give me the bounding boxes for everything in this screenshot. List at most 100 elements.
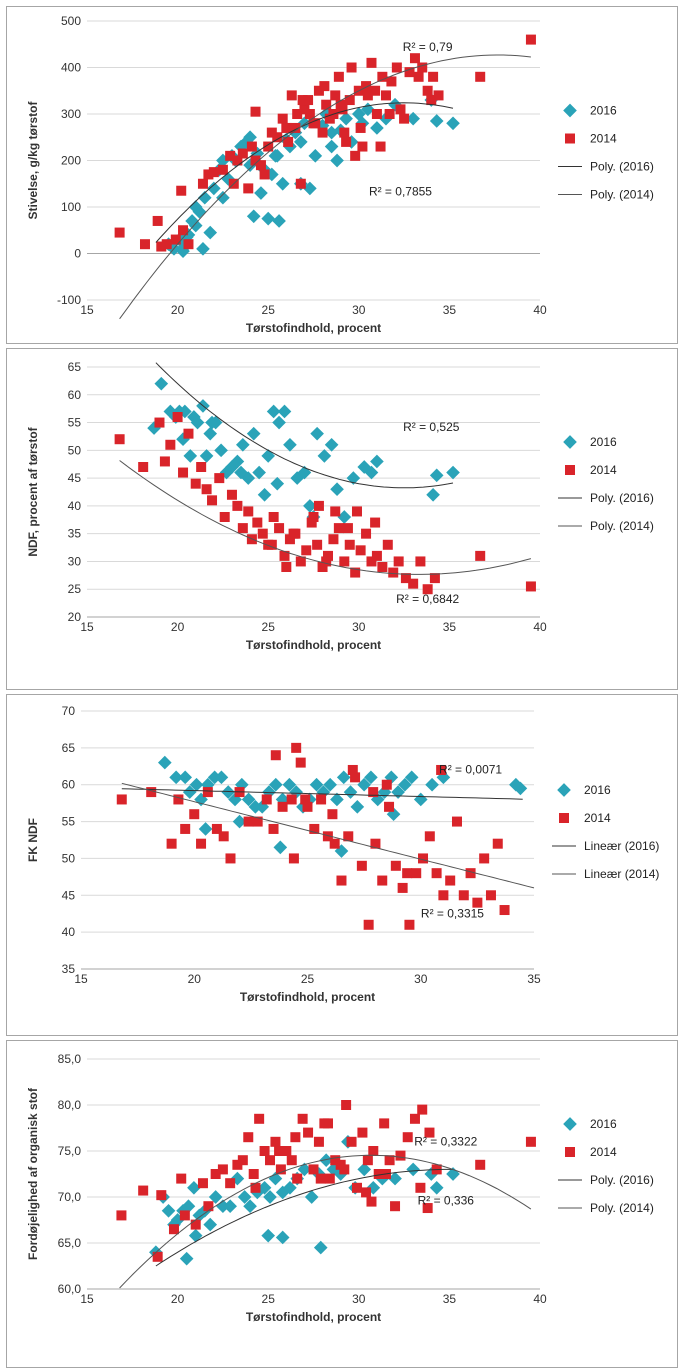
data-point	[161, 1203, 176, 1218]
data-point	[201, 484, 212, 495]
data-point	[313, 500, 324, 511]
data-point	[301, 545, 312, 556]
data-point	[425, 777, 439, 792]
data-point	[366, 1196, 377, 1207]
legend-label: Poly. (2014)	[590, 188, 654, 202]
data-point	[472, 897, 483, 908]
y-tick-label: 45	[62, 888, 76, 902]
trendline	[119, 54, 531, 320]
data-point	[257, 1180, 272, 1195]
data-point	[161, 239, 172, 250]
data-point	[377, 875, 388, 886]
data-point	[351, 1182, 362, 1193]
y-tick-label: 45	[68, 471, 82, 485]
y-tick-label: 85,0	[58, 1052, 82, 1066]
data-point	[297, 1162, 312, 1177]
legend-marker	[565, 1147, 575, 1157]
trendline	[121, 788, 523, 800]
data-point	[317, 127, 328, 138]
data-point	[237, 523, 248, 534]
legend-label: 2016	[584, 783, 611, 797]
data-point	[424, 1127, 435, 1138]
data-point	[214, 770, 229, 785]
data-point	[246, 209, 261, 224]
data-point	[286, 90, 297, 101]
data-point	[363, 919, 374, 930]
data-point	[243, 506, 254, 517]
data-point	[261, 1228, 276, 1243]
data-point	[207, 495, 218, 506]
data-point	[283, 437, 297, 452]
data-point	[375, 141, 386, 152]
y-tick-label: 30	[68, 554, 82, 568]
data-point	[321, 556, 332, 567]
y-tick-label: 100	[61, 200, 81, 214]
data-point	[312, 539, 323, 550]
data-point	[139, 239, 150, 250]
data-point	[313, 85, 324, 96]
series-2016	[147, 376, 460, 524]
data-point	[308, 1164, 319, 1175]
data-point	[361, 528, 372, 539]
data-point	[475, 1159, 486, 1170]
data-point	[310, 118, 321, 129]
data-point	[350, 800, 365, 814]
data-point	[362, 90, 373, 101]
data-point	[198, 822, 213, 836]
legend-label: 2016	[590, 104, 617, 118]
data-point	[243, 130, 257, 145]
data-point	[211, 823, 222, 834]
trendline	[155, 102, 454, 243]
x-axis-label: Tørstofindhold, procent	[246, 321, 381, 335]
data-point	[192, 1208, 207, 1223]
data-point	[333, 71, 344, 82]
data-point	[257, 487, 272, 502]
legend-label: Poly. (2014)	[590, 1201, 654, 1215]
data-point	[303, 181, 317, 196]
y-tick-label: 40	[62, 925, 76, 939]
data-point	[306, 517, 317, 528]
y-tick-label: 50	[68, 443, 82, 457]
data-point	[252, 465, 266, 480]
data-point	[350, 567, 361, 578]
data-point	[324, 139, 339, 154]
data-point	[475, 71, 486, 82]
data-point	[479, 853, 490, 864]
data-point	[313, 1136, 324, 1147]
data-point	[180, 823, 191, 834]
data-point	[408, 578, 419, 589]
data-point	[362, 1155, 373, 1166]
data-point	[281, 122, 292, 133]
data-point	[446, 116, 460, 131]
data-point	[319, 81, 330, 92]
data-point	[404, 770, 419, 785]
data-point	[275, 1164, 286, 1175]
data-point	[355, 122, 366, 133]
data-point	[322, 550, 333, 561]
data-point	[268, 777, 283, 792]
data-point	[225, 150, 236, 161]
data-point	[315, 1173, 326, 1184]
y-tick-label: 50	[62, 851, 76, 865]
data-point	[429, 573, 440, 584]
data-point	[173, 794, 184, 805]
data-point	[391, 62, 402, 73]
legend-label: 2014	[590, 463, 617, 477]
data-point	[397, 882, 408, 893]
data-point	[436, 764, 447, 775]
data-point	[400, 573, 411, 584]
data-point	[382, 539, 393, 550]
y-tick-label: 65,0	[58, 1236, 82, 1250]
data-point	[270, 476, 285, 491]
data-point	[199, 449, 214, 463]
data-point	[290, 471, 305, 485]
data-point	[116, 1210, 127, 1221]
data-point	[170, 1213, 185, 1227]
data-point	[404, 67, 415, 78]
y-tick-label: 40	[68, 499, 82, 513]
data-point	[319, 1153, 334, 1168]
data-point	[201, 777, 215, 792]
data-point	[413, 71, 424, 82]
data-point	[237, 1190, 252, 1204]
data-point	[426, 487, 440, 502]
